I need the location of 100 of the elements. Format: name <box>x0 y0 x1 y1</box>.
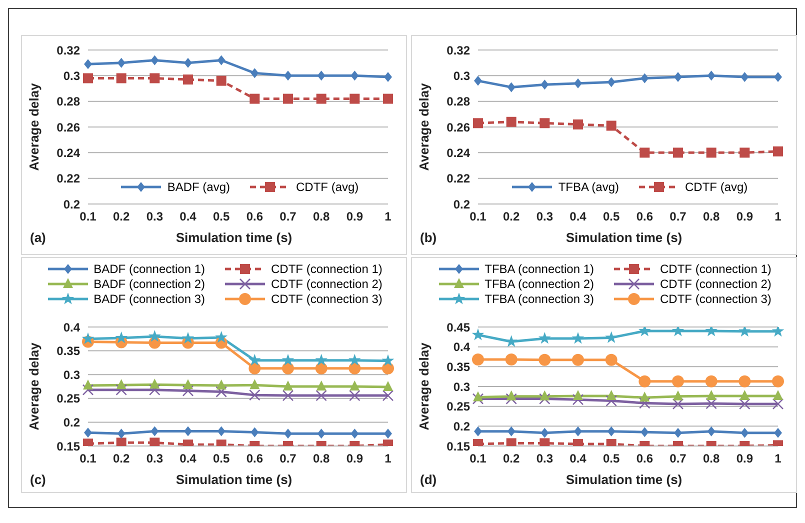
y-tick-label: 0.28 <box>446 94 470 109</box>
point <box>740 390 750 400</box>
point <box>740 148 750 158</box>
x-tick-label: 0.8 <box>702 452 720 466</box>
y-tick-label: 0.2 <box>63 415 80 430</box>
point <box>705 375 718 388</box>
point <box>740 428 749 438</box>
point <box>150 55 159 66</box>
point <box>316 380 326 390</box>
point <box>183 74 193 85</box>
point <box>540 80 549 90</box>
point <box>83 380 93 390</box>
y-tick-label: 0.25 <box>56 392 80 406</box>
y-tick-label: 0.4 <box>453 340 470 354</box>
y-tick-label: 0.25 <box>446 400 470 414</box>
point <box>607 77 616 88</box>
point <box>672 398 684 410</box>
text: (d) <box>420 472 437 487</box>
x-tick-label: 1 <box>384 210 392 224</box>
x-tick-label: 1 <box>384 452 392 466</box>
x-tick-label: 0.1 <box>470 452 487 466</box>
point <box>772 375 784 388</box>
point <box>317 70 326 81</box>
point <box>116 73 126 84</box>
point <box>384 72 392 82</box>
point <box>640 392 650 402</box>
point <box>540 118 550 128</box>
point <box>184 426 192 436</box>
point <box>315 354 328 366</box>
legend-label: TFBA (connection 2) <box>484 277 594 291</box>
point <box>284 428 292 439</box>
point <box>282 362 294 374</box>
point <box>183 379 193 390</box>
point <box>249 389 260 401</box>
point <box>117 58 126 68</box>
point <box>572 332 584 344</box>
point <box>116 379 126 390</box>
point <box>573 119 583 130</box>
point <box>673 390 683 400</box>
point <box>150 438 160 446</box>
point <box>774 72 782 82</box>
point <box>248 362 261 374</box>
point <box>284 70 292 81</box>
point <box>538 332 551 344</box>
point <box>472 328 484 340</box>
point <box>282 354 294 366</box>
legend-label: BADF (avg) <box>167 180 230 194</box>
point <box>572 394 584 406</box>
x-tick-label: 0.4 <box>570 452 587 466</box>
point <box>348 354 361 366</box>
point <box>507 82 516 92</box>
x-tick-label: 0.3 <box>536 452 554 466</box>
point <box>350 428 359 439</box>
y-tick-label: 0.3 <box>453 380 470 394</box>
x-tick-label: 0.6 <box>636 452 654 466</box>
point <box>474 426 482 436</box>
legend-label: CDTF (avg) <box>685 180 748 194</box>
point <box>506 390 516 400</box>
y-tick-label: 0.3 <box>63 68 80 83</box>
y-tick-label: 0.45 <box>446 320 470 334</box>
point <box>383 94 393 104</box>
legend-label: CDTF (connection 3) <box>660 292 772 306</box>
point <box>474 76 482 86</box>
point <box>738 375 751 388</box>
x-tick-label: 1 <box>774 210 782 224</box>
point <box>640 73 649 84</box>
text: (b) <box>420 230 437 245</box>
point <box>350 94 360 104</box>
point <box>316 390 327 402</box>
x-tick-label: 0.2 <box>502 452 520 466</box>
point <box>117 428 126 439</box>
point <box>773 390 783 400</box>
legend-label: TFBA (connection 3) <box>484 292 594 306</box>
point <box>316 94 326 104</box>
point <box>673 148 683 158</box>
point <box>216 380 226 390</box>
y-tick-label: 0.3 <box>453 68 470 83</box>
point <box>317 428 326 439</box>
point <box>507 426 516 436</box>
y-tick-label: 0.22 <box>56 172 80 186</box>
x-tick-label: 0.6 <box>636 210 654 224</box>
x-axis-title: Simulation time (s) <box>176 230 292 245</box>
point <box>383 380 393 391</box>
point <box>472 393 484 404</box>
legend-label: CDTF (connection 3) <box>271 292 382 306</box>
legend-label: CDTF (connection 2) <box>660 277 772 291</box>
point <box>149 384 160 396</box>
x-tick-label: 0.2 <box>112 452 130 466</box>
point <box>605 354 618 366</box>
x-tick-label: 0.7 <box>280 452 297 466</box>
point <box>115 331 128 344</box>
x-tick-label: 0.3 <box>536 210 554 224</box>
text: (c) <box>30 472 46 487</box>
x-tick-label: 0.5 <box>212 210 230 224</box>
x-tick-label: 1 <box>774 452 782 466</box>
y-tick-label: 0.15 <box>56 439 80 454</box>
x-axis-title: Simulation time (s) <box>566 230 682 245</box>
x-tick-label: 0.1 <box>80 210 97 224</box>
x-tick-label: 0.3 <box>146 452 164 466</box>
point <box>250 94 260 104</box>
